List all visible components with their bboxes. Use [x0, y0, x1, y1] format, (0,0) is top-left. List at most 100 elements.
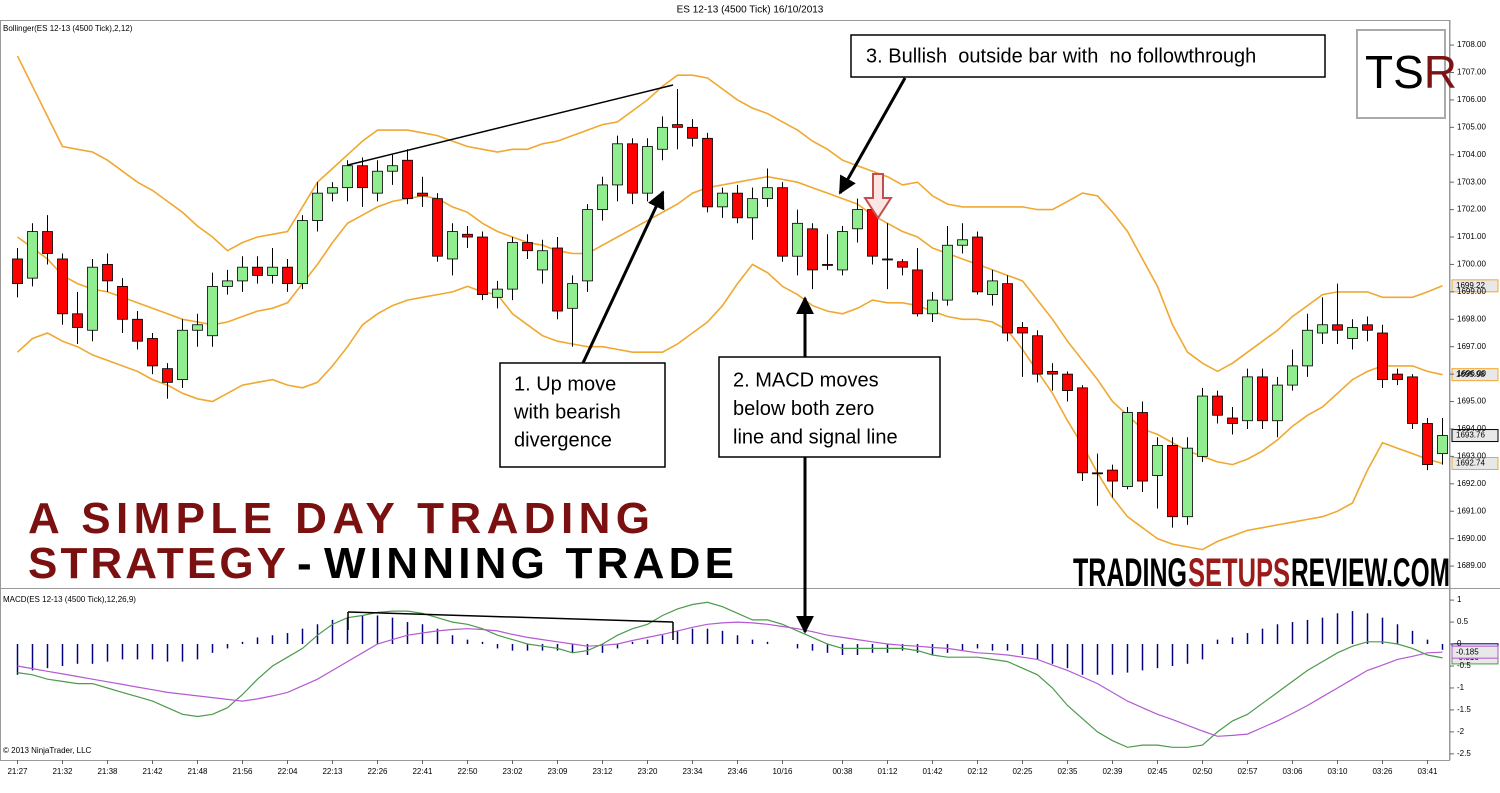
y-tick-label: -2	[1457, 727, 1465, 736]
y-tick-label: 1704.00	[1457, 150, 1486, 159]
candle-body	[327, 187, 338, 194]
value-tag	[1451, 457, 1499, 471]
candle-body	[537, 250, 548, 271]
candle-body	[1002, 283, 1013, 334]
candle-body	[1422, 423, 1433, 466]
candle-body	[1257, 376, 1268, 422]
annotation-text: line and signal line	[733, 426, 898, 448]
indicator-label: Bollinger(ES 12-13 (4500 Tick),2,12)	[3, 24, 133, 33]
candle-body	[987, 280, 998, 296]
y-tick-label: 1691.00	[1457, 506, 1486, 515]
y-tick-label: 1703.00	[1457, 177, 1486, 186]
y-tick-label: 0.5	[1457, 617, 1469, 626]
divergence-line	[347, 84, 674, 166]
candle-body	[1227, 417, 1238, 424]
candle-body	[312, 192, 323, 221]
candle-body	[417, 192, 428, 197]
x-tick-label: 03:41	[1417, 767, 1438, 776]
x-tick-label: 22:26	[367, 767, 388, 776]
x-tick-label: 00:38	[832, 767, 853, 776]
x-tick-label: 02:57	[1237, 767, 1258, 776]
candle-body	[567, 283, 578, 309]
y-tick-label: 1692.00	[1457, 479, 1486, 488]
watermark: TRADING	[1073, 551, 1187, 595]
candle-body	[342, 165, 353, 189]
value-tag-label: 1693.76	[1456, 431, 1485, 440]
candle-body	[1152, 445, 1163, 476]
candle-body	[372, 170, 383, 194]
x-tick-label: 10/16	[772, 767, 793, 776]
y-tick-label: 1	[1457, 595, 1462, 604]
candle-body	[402, 159, 413, 200]
x-tick-label: 02:12	[967, 767, 988, 776]
candle-body	[1137, 412, 1148, 482]
candle-body	[837, 231, 848, 271]
indicator-line	[17, 621, 1443, 737]
y-tick-label: 1700.00	[1457, 260, 1486, 269]
value-tag	[1451, 279, 1499, 293]
indicator-line	[17, 601, 1443, 748]
y-tick-label: 1707.00	[1457, 68, 1486, 77]
y-tick-label: 1689.00	[1457, 561, 1486, 570]
watermark: REVIEW.COM	[1291, 551, 1450, 595]
candle-body	[792, 222, 803, 257]
candle-body	[1167, 445, 1178, 518]
y-tick-label: -1.5	[1457, 705, 1471, 714]
candle-body	[972, 236, 983, 293]
x-tick-label: 03:26	[1372, 767, 1393, 776]
candle-body	[1092, 472, 1103, 475]
candle-body	[552, 247, 563, 312]
y-tick-label: 1697.00	[1457, 342, 1486, 351]
y-tick-label: 1706.00	[1457, 95, 1486, 104]
y-tick-label: 1693.00	[1457, 451, 1486, 460]
candle-body	[942, 244, 953, 301]
x-tick-label: 03:06	[1282, 767, 1303, 776]
annotation-text: divergence	[514, 429, 612, 451]
x-tick-label: 21:42	[142, 767, 163, 776]
x-tick-label: 01:12	[877, 767, 898, 776]
headline: A SIMPLE DAY TRADING	[28, 494, 650, 543]
candle-body	[732, 192, 743, 219]
annotation-text: 3. Bullish outside bar with no followthr…	[866, 45, 1256, 67]
bollinger-band	[17, 175, 1443, 466]
candle-body	[1107, 469, 1118, 482]
bollinger-band	[16, 55, 1443, 373]
x-tick-label: 02:25	[1012, 767, 1033, 776]
copyright: © 2013 NinjaTrader, LLC	[3, 746, 92, 755]
headline: STRATEGY	[28, 539, 286, 588]
candle-body	[1182, 447, 1193, 518]
candle-body	[1332, 324, 1343, 331]
x-tick-label: 02:35	[1057, 767, 1078, 776]
candle-body	[612, 143, 623, 186]
y-tick-label: 1695.00	[1457, 397, 1486, 406]
y-tick-label: 1696.00	[1457, 369, 1486, 378]
candle-body	[267, 266, 278, 276]
candle-body	[207, 285, 218, 337]
candle-body	[1347, 327, 1358, 339]
candle-body	[387, 165, 398, 172]
headline: WINNING TRADE	[324, 539, 734, 588]
candle-body	[1437, 435, 1448, 455]
candle-body	[57, 258, 68, 315]
x-tick-label: 23:02	[502, 767, 523, 776]
candle-body	[912, 269, 923, 315]
candle-body	[297, 220, 308, 285]
x-tick-label: 22:41	[412, 767, 433, 776]
candle-body	[42, 231, 53, 254]
candle-body	[492, 288, 503, 298]
candle-body	[1377, 332, 1388, 381]
candle-body	[1077, 387, 1088, 474]
annotation-text: below both zero	[733, 398, 874, 420]
x-tick-label: 01:42	[922, 767, 943, 776]
candle-body	[807, 228, 818, 271]
candle-body	[1032, 335, 1043, 375]
candle-body	[102, 264, 113, 282]
arrow	[838, 77, 907, 195]
x-tick-label: 21:38	[97, 767, 118, 776]
candle-body	[192, 324, 203, 331]
x-tick-label: 23:20	[637, 767, 658, 776]
candle-body	[672, 124, 683, 128]
candle-body	[1122, 412, 1133, 487]
candle-body	[12, 258, 23, 285]
